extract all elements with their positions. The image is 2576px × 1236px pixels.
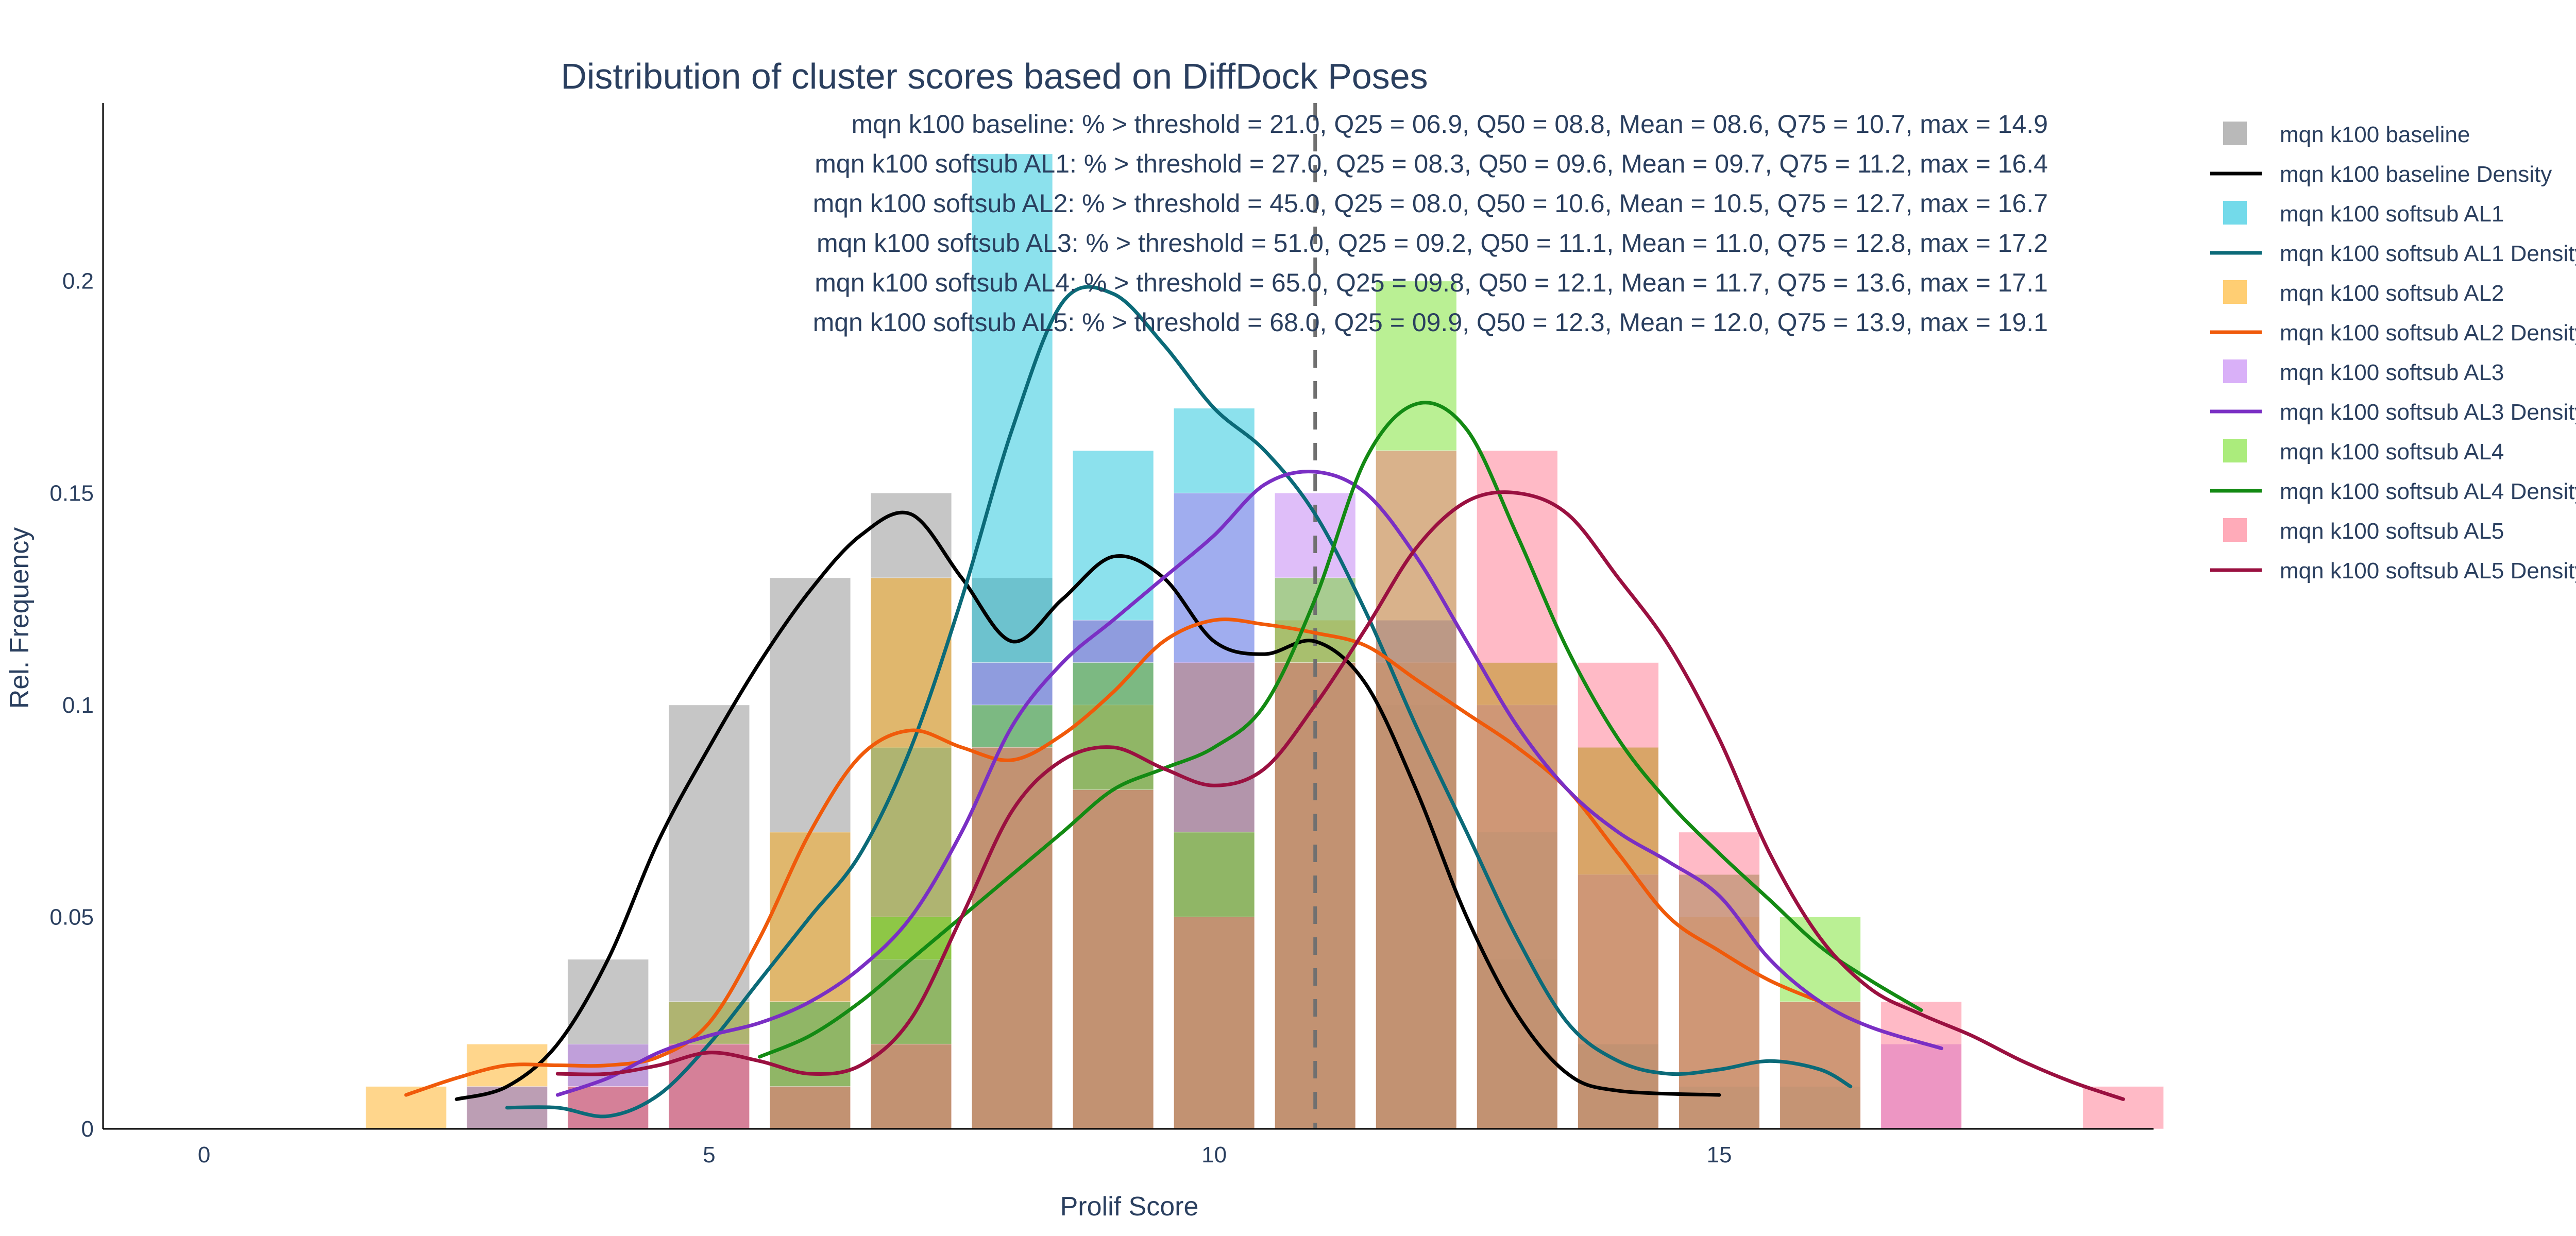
bar-1-7 <box>1173 408 1255 1129</box>
bar-2-14 <box>1780 1001 1861 1129</box>
bar-series-4 <box>769 281 1861 1129</box>
bar-5-9 <box>1476 450 1558 1129</box>
bar-4-3 <box>1072 662 1154 1129</box>
bar-2-0 <box>365 1086 447 1129</box>
bar-3-3 <box>769 1001 851 1129</box>
bar-1-3 <box>769 1001 851 1129</box>
x-ticks: 0 5 10 15 <box>198 1142 1732 1168</box>
stats-annotation: mqn k100 softsub AL4: % > threshold = 65… <box>815 268 2048 297</box>
density-line-3 <box>555 470 1943 1097</box>
y-tick-label: 0.05 <box>49 904 94 930</box>
bar-5-14 <box>2082 1086 2164 1129</box>
legend-swatch <box>2223 359 2247 383</box>
bar-3-6 <box>1072 620 1154 1129</box>
legend-swatch <box>2223 439 2247 462</box>
bar-5-6 <box>1173 916 1255 1129</box>
y-tick-label: 0.15 <box>49 480 94 506</box>
stats-annotation: mqn k100 softsub AL2: % > threshold = 45… <box>813 189 2048 218</box>
legend-label: mqn k100 softsub AL2 <box>2280 281 2504 306</box>
legend-label: mqn k100 softsub AL4 Density <box>2280 479 2576 504</box>
legend-label: mqn k100 softsub AL3 Density <box>2280 400 2576 425</box>
bar-0-2 <box>769 577 851 1129</box>
bar-1-13 <box>1780 1086 1861 1129</box>
stats-annotation: mqn k100 baseline: % > threshold = 21.0,… <box>852 110 2048 139</box>
y-axis-title: Rel. Frequency <box>5 527 35 709</box>
x-tick-label: 10 <box>1201 1142 1227 1168</box>
x-axis-title: Prolif Score <box>1060 1192 1199 1222</box>
legend-swatch <box>2223 122 2247 145</box>
legend-label: mqn k100 softsub AL5 <box>2280 519 2504 544</box>
legend-label: mqn k100 softsub AL4 <box>2280 439 2504 465</box>
chart-title: Distribution of cluster scores based on … <box>561 56 1428 96</box>
density-line-2 <box>404 617 1822 1097</box>
y-tick-label: 0.1 <box>62 693 94 718</box>
bar-3-14 <box>1880 1043 1962 1129</box>
bar-3-10 <box>1476 705 1558 1129</box>
bar-5-12 <box>1780 1001 1861 1129</box>
axes: 0 5 10 15 0 0.05 0.1 0.15 0.2 <box>49 103 2154 1168</box>
bar-3-12 <box>1679 874 1760 1129</box>
legend-label: mqn k100 softsub AL2 Density <box>2280 320 2576 346</box>
bar-series-1 <box>466 153 1861 1129</box>
legend-label: mqn k100 softsub AL5 Density <box>2280 558 2576 583</box>
legend-label: mqn k100 softsub AL3 <box>2280 360 2504 385</box>
density-line-5 <box>555 490 2125 1101</box>
bar-5-10 <box>1577 662 1659 1129</box>
legend: mqn k100 baseline mqn k100 baseline Densi… <box>2210 122 2576 583</box>
density-line-4 <box>757 401 1923 1059</box>
legend-label: mqn k100 baseline <box>2280 122 2470 147</box>
y-tick-label: 0.2 <box>62 269 94 294</box>
y-ticks: 0 0.05 0.1 0.15 0.2 <box>49 269 94 1142</box>
legend-label: mqn k100 softsub AL1 <box>2280 201 2504 227</box>
bar-4-0 <box>769 1001 851 1129</box>
bar-2-10 <box>1375 662 1457 1129</box>
bar-0-6 <box>1173 662 1255 1129</box>
bar-5-2 <box>769 1086 851 1129</box>
stats-annotation: mqn k100 softsub AL3: % > threshold = 51… <box>817 229 2048 258</box>
bar-3-13 <box>1780 1001 1861 1129</box>
x-tick-label: 15 <box>1706 1142 1732 1168</box>
bar-4-10 <box>1780 916 1861 1129</box>
density-lines-layer <box>404 285 2125 1119</box>
bar-5-13 <box>1880 1001 1962 1129</box>
bar-4-1 <box>870 916 952 1129</box>
bar-series-3 <box>466 492 1962 1129</box>
bar-2-8 <box>1173 662 1255 1129</box>
stats-annotation: mqn k100 softsub AL5: % > threshold = 68… <box>813 308 2048 337</box>
density-line-0 <box>454 510 1721 1101</box>
bar-3-9 <box>1375 620 1457 1129</box>
legend-label: mqn k100 softsub AL1 Density <box>2280 241 2576 266</box>
bar-5-5 <box>1072 789 1154 1129</box>
bar-2-4 <box>769 832 851 1129</box>
y-tick-label: 0 <box>81 1117 94 1142</box>
legend-label: mqn k100 baseline Density <box>2280 162 2552 187</box>
bar-5-3 <box>870 1043 952 1129</box>
bar-5-11 <box>1679 832 1760 1129</box>
legend-swatch <box>2223 280 2247 304</box>
plot-area: mqn k100 baseline: % > threshold = 21.0,… <box>365 103 2164 1129</box>
bar-1-9 <box>1375 620 1457 1129</box>
bars-layer <box>365 153 2164 1129</box>
density-line-1 <box>505 285 1853 1119</box>
legend-swatch <box>2223 518 2247 542</box>
bar-5-4 <box>971 747 1053 1129</box>
x-tick-label: 0 <box>198 1142 210 1168</box>
annotations-layer: mqn k100 baseline: % > threshold = 21.0,… <box>813 110 2048 337</box>
legend-swatch <box>2223 201 2247 225</box>
bar-3-7 <box>1173 492 1255 1129</box>
stats-annotation: mqn k100 softsub AL1: % > threshold = 27… <box>815 149 2048 178</box>
x-tick-label: 5 <box>703 1142 715 1168</box>
